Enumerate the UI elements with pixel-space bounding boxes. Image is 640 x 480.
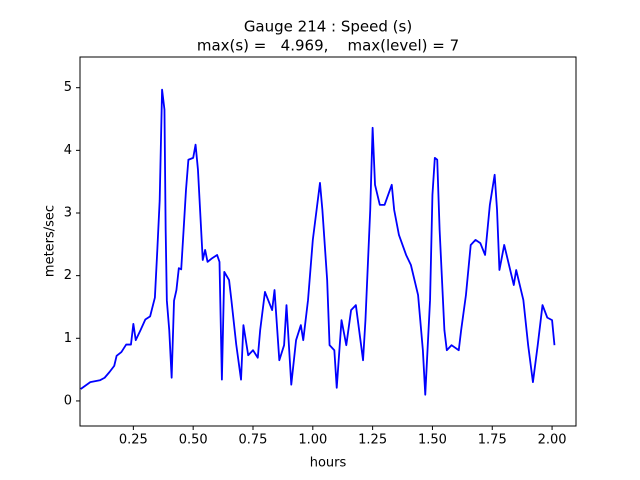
x-tick-label: 0.25 [119, 433, 148, 448]
x-tick-label: 1.00 [298, 433, 327, 448]
chart-subtitle: max(s) = 4.969, max(level) = 7 [197, 37, 459, 55]
data-line [80, 88, 556, 396]
x-tick-label: 2.00 [538, 433, 567, 448]
x-axis-label: hours [310, 456, 347, 471]
y-axis-label: meters/sec [43, 205, 58, 277]
x-tick-label: 0.75 [239, 433, 268, 448]
chart-title: Gauge 214 : Speed (s) [244, 18, 412, 36]
y-tick-label: 5 [64, 80, 72, 95]
y-tick-label: 4 [64, 143, 72, 158]
y-tick-label: 3 [64, 205, 72, 220]
y-tick-label: 0 [64, 393, 72, 408]
y-tick-label: 2 [64, 268, 72, 283]
x-tick-label: 0.50 [179, 433, 208, 448]
plot-frame [79, 56, 577, 427]
y-tick-label: 1 [64, 331, 72, 346]
x-tick-label: 1.50 [418, 433, 447, 448]
x-tick-label: 1.75 [478, 433, 507, 448]
x-tick-label: 1.25 [358, 433, 387, 448]
